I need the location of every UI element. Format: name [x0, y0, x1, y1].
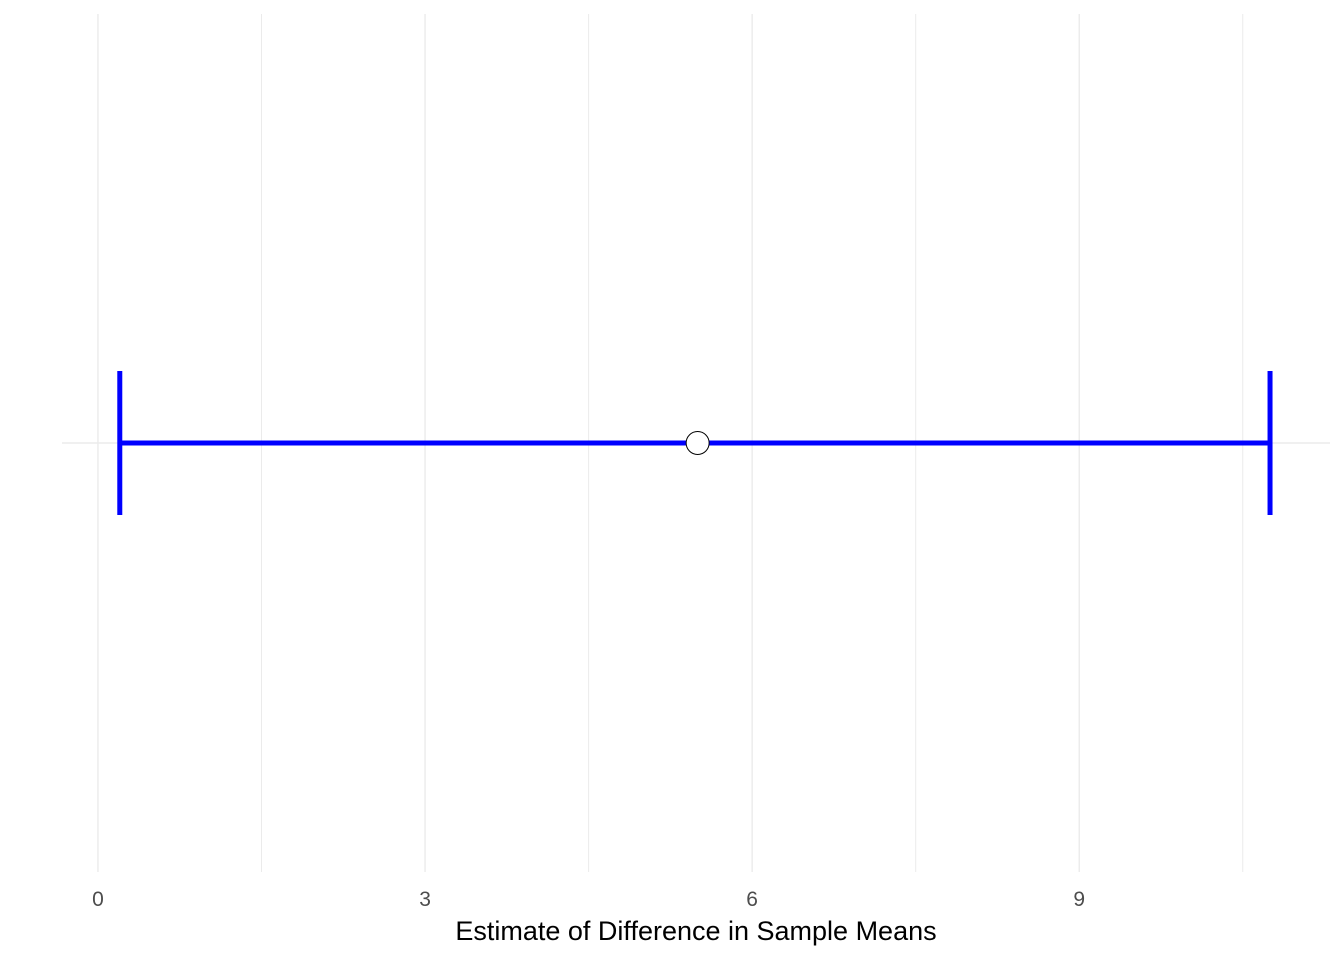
- label-layer: 0 3 6 9: [92, 888, 1085, 911]
- x-tick-label: 0: [92, 888, 104, 911]
- x-axis-title: Estimate of Difference in Sample Means: [455, 916, 936, 946]
- point-estimate-marker: [685, 431, 710, 455]
- x-tick-label: 3: [419, 888, 431, 911]
- x-tick-label: 6: [746, 888, 758, 911]
- x-tick-label: 9: [1073, 888, 1085, 911]
- mark-layer: [117, 371, 1273, 515]
